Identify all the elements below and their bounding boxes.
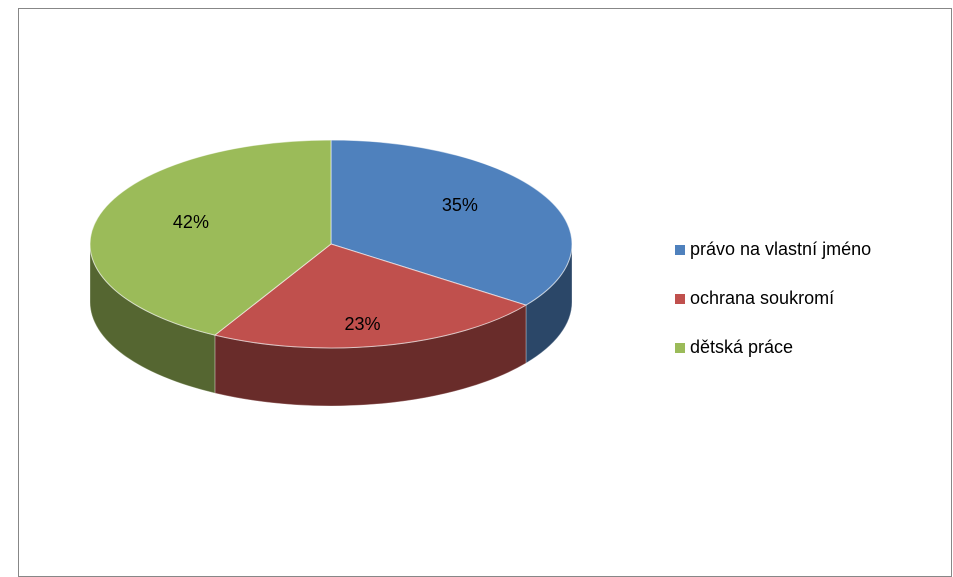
slice-side xyxy=(89,244,215,394)
slice xyxy=(213,243,528,349)
legend-swatch xyxy=(675,343,685,353)
legend-label: dětská práce xyxy=(690,337,793,357)
slice xyxy=(89,139,332,336)
legend-swatch xyxy=(675,245,685,255)
data-label: 42% xyxy=(173,212,209,232)
legend-swatch xyxy=(675,294,685,304)
legend-label: ochrana soukromí xyxy=(690,288,834,308)
data-label: 23% xyxy=(345,314,381,334)
slice-side xyxy=(214,305,526,406)
slice xyxy=(330,139,573,306)
data-label: 35% xyxy=(442,195,478,215)
slice-side xyxy=(525,244,572,364)
legend-label: právo na vlastní jméno xyxy=(690,239,871,259)
